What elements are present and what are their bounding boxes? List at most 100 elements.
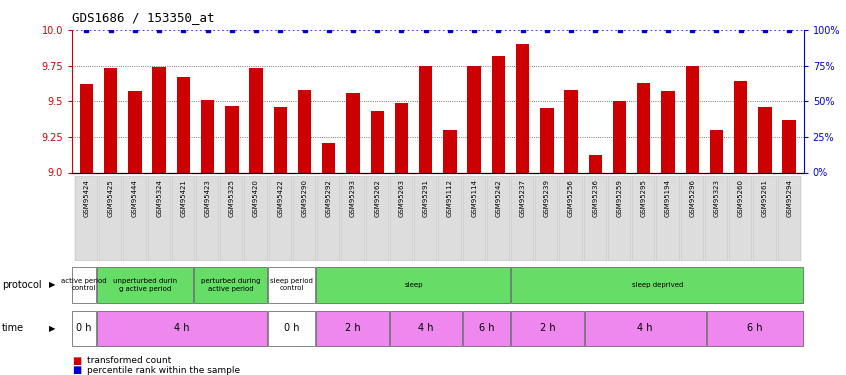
Text: GSM95263: GSM95263 xyxy=(398,179,404,217)
Text: perturbed during
active period: perturbed during active period xyxy=(201,279,261,291)
Bar xyxy=(152,67,166,172)
Text: GSM95291: GSM95291 xyxy=(423,179,429,217)
Text: GSM95444: GSM95444 xyxy=(132,179,138,216)
Text: active period
control: active period control xyxy=(61,279,107,291)
Bar xyxy=(710,130,723,172)
FancyBboxPatch shape xyxy=(777,176,801,261)
Text: GSM95325: GSM95325 xyxy=(228,179,235,217)
Text: 0 h: 0 h xyxy=(76,323,92,333)
FancyBboxPatch shape xyxy=(96,310,266,346)
Bar xyxy=(564,90,578,172)
Text: ▶: ▶ xyxy=(49,280,56,290)
FancyBboxPatch shape xyxy=(342,176,365,261)
FancyBboxPatch shape xyxy=(99,176,123,261)
FancyBboxPatch shape xyxy=(316,267,510,303)
FancyBboxPatch shape xyxy=(729,176,752,261)
Text: ▶: ▶ xyxy=(49,324,56,333)
Text: 0 h: 0 h xyxy=(283,323,299,333)
FancyBboxPatch shape xyxy=(632,176,656,261)
FancyBboxPatch shape xyxy=(73,310,96,346)
Text: 2 h: 2 h xyxy=(344,323,360,333)
Text: GSM95293: GSM95293 xyxy=(350,179,356,217)
Text: GSM95295: GSM95295 xyxy=(640,179,647,217)
Bar xyxy=(492,56,505,172)
Text: GSM95425: GSM95425 xyxy=(107,179,113,216)
Text: GSM95236: GSM95236 xyxy=(592,179,598,217)
Text: protocol: protocol xyxy=(2,280,41,290)
Text: 2 h: 2 h xyxy=(540,323,555,333)
Bar xyxy=(346,93,360,172)
Text: sleep: sleep xyxy=(404,282,423,288)
FancyBboxPatch shape xyxy=(656,176,679,261)
Bar xyxy=(104,69,118,172)
FancyBboxPatch shape xyxy=(463,176,486,261)
FancyBboxPatch shape xyxy=(244,176,267,261)
Text: ■: ■ xyxy=(72,356,81,366)
Bar xyxy=(758,107,772,172)
Text: GSM95424: GSM95424 xyxy=(84,179,90,216)
Text: GSM95420: GSM95420 xyxy=(253,179,259,217)
FancyBboxPatch shape xyxy=(414,176,437,261)
Bar xyxy=(734,81,747,172)
FancyBboxPatch shape xyxy=(389,310,462,346)
FancyBboxPatch shape xyxy=(196,176,219,261)
Bar xyxy=(298,90,311,172)
Text: unperturbed durin
g active period: unperturbed durin g active period xyxy=(113,279,177,291)
Bar xyxy=(80,84,93,172)
Text: 6 h: 6 h xyxy=(747,323,762,333)
Text: GSM95114: GSM95114 xyxy=(471,179,477,217)
Text: sleep deprived: sleep deprived xyxy=(632,282,683,288)
FancyBboxPatch shape xyxy=(96,267,194,303)
Text: GSM95259: GSM95259 xyxy=(617,179,623,217)
Bar xyxy=(250,69,263,172)
Text: GSM95421: GSM95421 xyxy=(180,179,186,217)
FancyBboxPatch shape xyxy=(220,176,244,261)
Text: 4 h: 4 h xyxy=(418,323,433,333)
FancyBboxPatch shape xyxy=(438,176,462,261)
Bar xyxy=(129,91,141,172)
Bar xyxy=(371,111,384,172)
Bar xyxy=(541,108,553,172)
Text: GSM95112: GSM95112 xyxy=(447,179,453,217)
Bar xyxy=(516,44,530,172)
Text: GSM95260: GSM95260 xyxy=(738,179,744,217)
Text: GSM95324: GSM95324 xyxy=(157,179,162,217)
Text: time: time xyxy=(2,323,24,333)
FancyBboxPatch shape xyxy=(195,267,266,303)
FancyBboxPatch shape xyxy=(705,176,728,261)
FancyBboxPatch shape xyxy=(172,176,195,261)
FancyBboxPatch shape xyxy=(147,176,171,261)
Bar xyxy=(783,120,796,172)
FancyBboxPatch shape xyxy=(585,310,706,346)
FancyBboxPatch shape xyxy=(390,176,413,261)
Text: GSM95296: GSM95296 xyxy=(689,179,695,217)
FancyBboxPatch shape xyxy=(463,310,510,346)
Text: 4 h: 4 h xyxy=(174,323,190,333)
Text: percentile rank within the sample: percentile rank within the sample xyxy=(87,366,240,375)
Bar xyxy=(637,83,651,172)
Text: GSM95261: GSM95261 xyxy=(762,179,768,217)
FancyBboxPatch shape xyxy=(74,176,98,261)
FancyBboxPatch shape xyxy=(512,310,584,346)
Text: GSM95242: GSM95242 xyxy=(496,179,502,216)
FancyBboxPatch shape xyxy=(608,176,631,261)
FancyBboxPatch shape xyxy=(536,176,558,261)
Text: ■: ■ xyxy=(72,366,81,375)
FancyBboxPatch shape xyxy=(317,176,340,261)
Bar xyxy=(662,91,674,172)
Text: 6 h: 6 h xyxy=(479,323,494,333)
Text: GSM95237: GSM95237 xyxy=(519,179,525,217)
FancyBboxPatch shape xyxy=(124,176,146,261)
Bar xyxy=(589,155,602,172)
Bar xyxy=(322,142,335,172)
Bar xyxy=(443,130,457,172)
Bar xyxy=(273,107,287,172)
FancyBboxPatch shape xyxy=(511,176,534,261)
FancyBboxPatch shape xyxy=(267,267,316,303)
Bar xyxy=(468,66,481,172)
FancyBboxPatch shape xyxy=(753,176,777,261)
Text: GSM95194: GSM95194 xyxy=(665,179,671,217)
Bar xyxy=(225,105,239,172)
Text: GSM95292: GSM95292 xyxy=(326,179,332,217)
Bar xyxy=(201,100,214,172)
